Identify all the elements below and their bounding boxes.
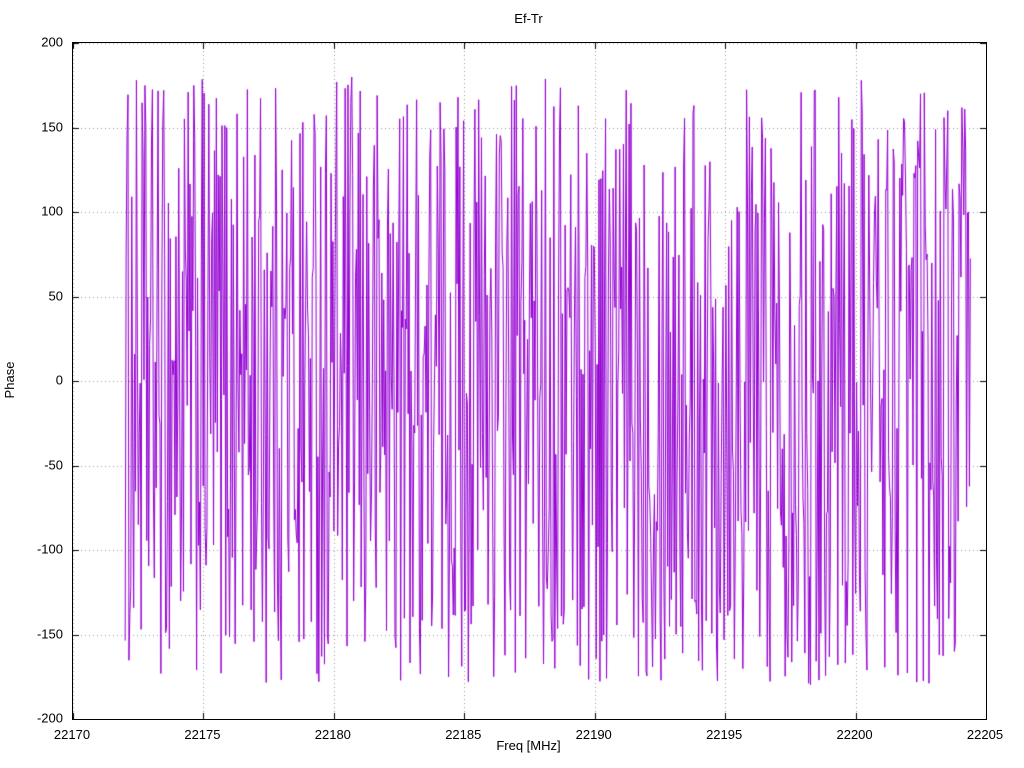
chart-title: Ef-Tr: [514, 11, 543, 26]
y-axis-label: Phase: [2, 361, 17, 399]
y-tick-label: 100: [41, 203, 63, 219]
y-tick-label: 0: [55, 372, 63, 388]
y-tick-label: -50: [44, 457, 63, 472]
plot-area: [72, 42, 987, 720]
y-tick-label: 200: [41, 34, 63, 50]
x-axis-label: Freq [MHz]: [496, 738, 561, 753]
y-tick-label: -100: [36, 541, 63, 557]
y-tick-label: -200: [36, 710, 63, 726]
y-tick-label: 50: [48, 288, 63, 303]
y-tick-label: 150: [41, 119, 63, 134]
plot-canvas: [73, 43, 986, 719]
y-tick-label: -150: [36, 626, 63, 641]
